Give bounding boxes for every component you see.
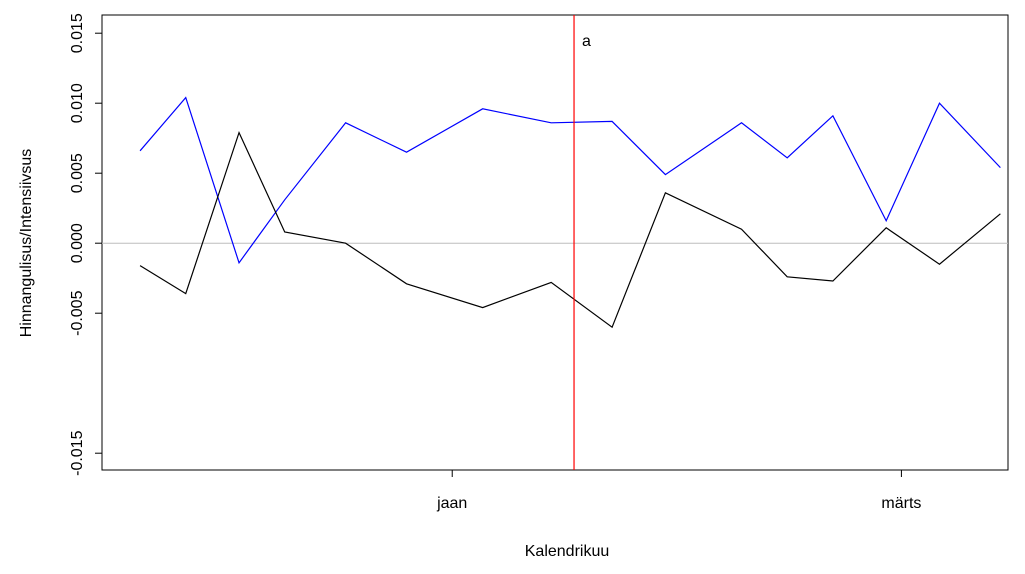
y-tick-label: 0.005 (69, 153, 86, 193)
x-tick-label: märts (881, 495, 921, 512)
y-tick-label: 0.015 (69, 13, 86, 53)
annotation: a (582, 33, 591, 50)
series-line (139, 130, 1001, 329)
y-tick-label: -0.015 (69, 430, 86, 475)
x-axis-label: Kalendrikuu (525, 543, 610, 560)
series-line (139, 96, 1001, 265)
y-axis-label: Hinnangulisus/Intensiivsus (18, 149, 35, 338)
y-tick-label: -0.005 (69, 290, 86, 335)
plot-frame (101, 14, 1009, 471)
x-tick-label: jaan (436, 495, 467, 512)
y-tick-label: 0.000 (69, 223, 86, 263)
y-tick-label: 0.010 (69, 83, 86, 123)
